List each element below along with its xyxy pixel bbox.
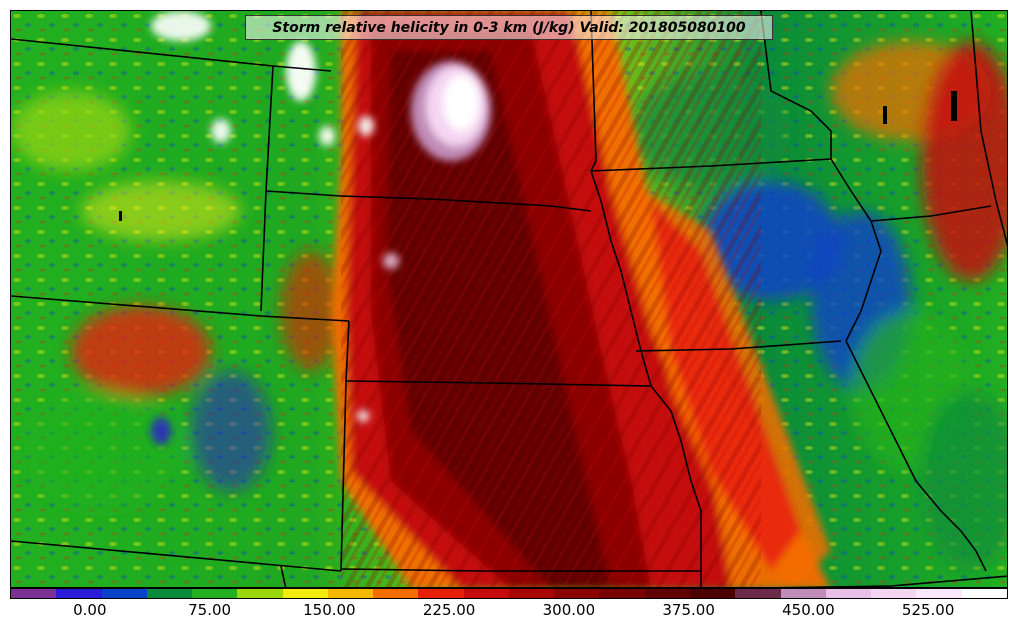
colorbar-tick-label: 225.00 [422,601,476,619]
colorbar-tick-label: 525.00 [901,601,955,619]
colorbar-segment [508,589,555,598]
colorbar-segment [418,589,464,598]
colorbar-segment [644,589,690,598]
colorbar-tick-label: 450.00 [782,601,835,619]
colorbar [10,588,1008,599]
colorbar-segment [11,589,57,598]
colorbar-segment [463,589,509,598]
colorbar-segment [146,589,193,598]
helicity-map [10,10,1008,588]
lakes [119,91,957,221]
colorbar-segment [961,589,1007,598]
colorbar-segment [554,589,600,598]
colorbar-tick-label: 300.00 [542,601,596,619]
colorbar-segment [871,589,917,598]
colorbar-segment [689,589,736,598]
colorbar-tick-label: 375.00 [662,601,715,619]
colorbar-segment [56,589,102,598]
colorbar-segment [735,589,781,598]
colorbar-ticks: 0.00 75.00 150.00 225.00 300.00 375.00 450.00 5… [10,601,1008,623]
map-title: Storm relative helicity in 0-3 km (J/kg)… [245,15,773,40]
colorbar-segment [282,589,328,598]
colorbar-segment [825,589,872,598]
colorbar-segment [916,589,962,598]
colorbar-segment [780,589,826,598]
colorbar-segment [599,589,645,598]
colorbar-segment [373,589,419,598]
colorbar-segment [327,589,374,598]
state-borders [11,11,1007,587]
colorbar-segment [237,589,283,598]
colorbar-segment [101,589,147,598]
helicity-field [11,11,1007,587]
colorbar-segment [192,589,238,598]
colorbar-tick-label: 75.00 [188,601,232,619]
colorbar-tick-label: 150.00 [303,601,356,619]
colorbar-tick-label: 0.00 [73,601,107,619]
